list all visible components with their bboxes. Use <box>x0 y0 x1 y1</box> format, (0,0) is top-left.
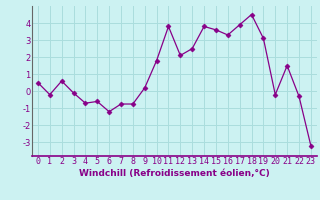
X-axis label: Windchill (Refroidissement éolien,°C): Windchill (Refroidissement éolien,°C) <box>79 169 270 178</box>
